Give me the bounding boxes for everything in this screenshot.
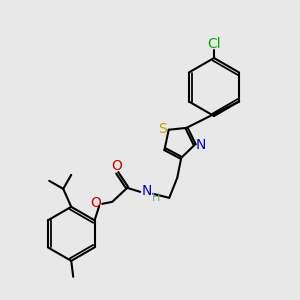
Text: N: N xyxy=(142,184,152,198)
Text: Cl: Cl xyxy=(207,37,221,51)
Text: N: N xyxy=(196,138,206,152)
Text: S: S xyxy=(158,122,167,136)
Text: H: H xyxy=(152,193,160,203)
Text: O: O xyxy=(111,159,122,173)
Text: O: O xyxy=(90,196,101,210)
